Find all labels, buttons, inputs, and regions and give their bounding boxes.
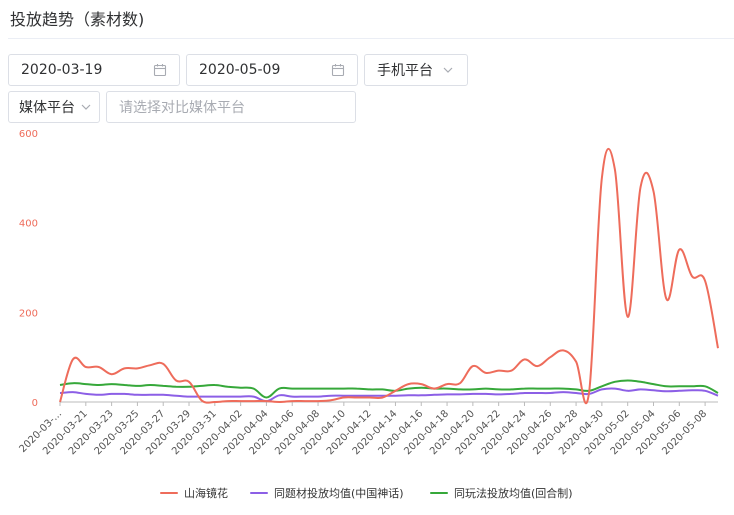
y-tick-label: 400 [19,219,38,230]
media-platform-select[interactable]: 媒体平台 [8,91,100,123]
chevron-down-icon [81,104,91,110]
y-tick-label: 0 [32,398,38,409]
legend-label: 同题材投放均值(中国神话) [274,487,404,500]
legend-item-series-1[interactable]: 山海镜花 [160,484,228,502]
series-line-2[interactable] [59,387,719,403]
platform-select[interactable]: 手机平台 [364,54,468,86]
y-tick-label: 200 [19,308,38,319]
legend-swatch [160,492,178,494]
compare-placeholder: 请选择对比媒体平台 [119,100,245,116]
start-date-picker[interactable]: 2020-03-19 [8,54,180,86]
trend-chart: 02004006002020-03-...2020-03-212020-03-2… [17,129,719,457]
page-title: 投放趋势（素材数) [10,10,145,29]
y-tick-label: 600 [19,129,38,140]
start-date-value: 2020-03-19 [21,62,103,78]
series-line-3[interactable] [59,379,719,399]
series-line-1[interactable] [59,148,719,405]
legend-label: 同玩法投放均值(回合制) [454,487,573,500]
end-date-picker[interactable]: 2020-05-09 [186,54,358,86]
calendar-icon [331,64,345,77]
calendar-icon [153,64,167,77]
compare-media-platform-select[interactable]: 请选择对比媒体平台 [106,91,356,123]
legend-label: 山海镜花 [184,487,228,500]
legend-item-series-2[interactable]: 同题材投放均值(中国神话) [250,484,404,502]
end-date-value: 2020-05-09 [199,62,281,78]
legend-swatch [250,492,268,494]
platform-select-value: 手机平台 [377,63,433,79]
media-platform-select-value: 媒体平台 [19,100,75,116]
header-divider [8,38,734,39]
chevron-down-icon [443,67,453,73]
legend-item-series-3[interactable]: 同玩法投放均值(回合制) [430,484,573,502]
legend-swatch [430,492,448,494]
